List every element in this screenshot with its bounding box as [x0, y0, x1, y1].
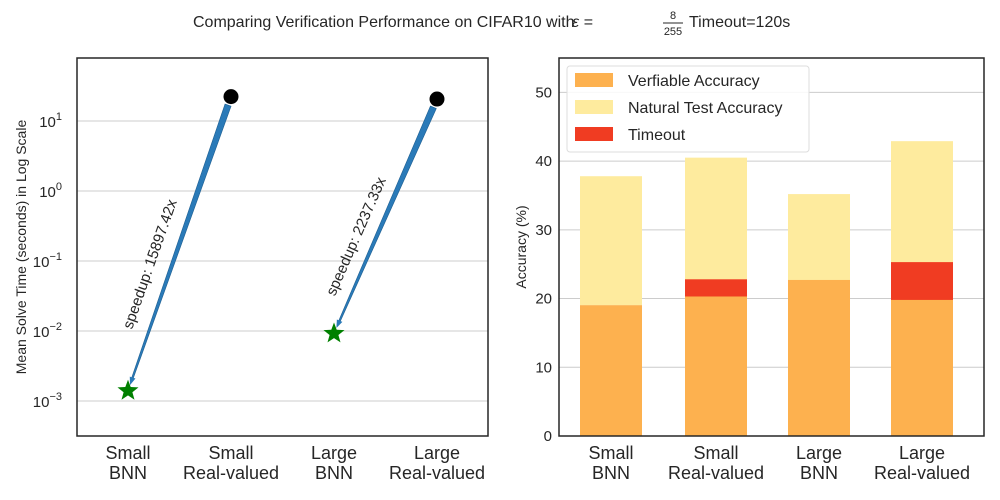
- right-x-tick-label: BNN: [592, 463, 630, 483]
- left-x-tick-label: BNN: [315, 463, 353, 483]
- speedup-arrow: [130, 103, 232, 382]
- right-y-tick-labels: 0 10 20 30 40 50: [535, 84, 552, 445]
- tick-exponent: 0: [56, 181, 62, 193]
- right-y-tick-label: 0: [544, 428, 552, 445]
- left-y-tick-label: 100: [39, 181, 62, 201]
- left-y-tick-label: 10−3: [33, 391, 62, 411]
- left-y-tick-label: 10−2: [33, 321, 62, 341]
- legend-label: Natural Test Accuracy: [628, 100, 782, 117]
- right-x-tick-labels: SmallBNNSmallReal-valuedLargeBNNLargeRea…: [588, 443, 970, 483]
- left-y-axis-label: Mean Solve Time (seconds) in Log Scale: [13, 120, 29, 375]
- right-x-tick-label: Real-valued: [668, 463, 764, 483]
- figure-title: Comparing Verification Performance on CI…: [193, 10, 790, 38]
- tick-base: 10: [33, 394, 50, 411]
- verfiable-accuracybar: [580, 305, 642, 436]
- right-x-tick-label: Large: [899, 443, 945, 463]
- right-y-tick-label: 40: [535, 153, 552, 170]
- tick-base: 10: [39, 184, 56, 201]
- right-x-tick-label: Real-valued: [874, 463, 970, 483]
- left-x-tick-label: Real-valued: [183, 463, 279, 483]
- tick-base: 10: [33, 324, 50, 341]
- tick-exponent: 1: [56, 111, 62, 123]
- bnn-star-point: [323, 322, 345, 343]
- left-y-tick-label: 10−1: [33, 251, 62, 271]
- left-gridlines: [77, 120, 488, 402]
- left-y-tick-label: 101: [39, 111, 62, 131]
- left-x-tick-label: Real-valued: [389, 463, 485, 483]
- solve-time-points: [117, 89, 445, 400]
- tick-base: 10: [39, 114, 56, 131]
- right-y-tick-label: 20: [535, 291, 552, 308]
- verfiable-accuracybar: [685, 296, 747, 436]
- tick-exponent: −2: [49, 321, 62, 333]
- verfiable-accuracybar: [788, 279, 850, 436]
- real-valued-point: [429, 91, 445, 107]
- tick-exponent: −1: [49, 251, 62, 263]
- title-suffix: Timeout=120s: [689, 14, 790, 31]
- real-valued-point: [223, 89, 239, 105]
- title-prefix: Comparing Verification Performance on CI…: [193, 14, 575, 31]
- legend-swatch: [575, 127, 613, 141]
- tick-base: 10: [33, 254, 50, 271]
- legend: Verfiable Accuracy Natural Test Accuracy T…: [566, 65, 810, 153]
- left-x-tick-labels: SmallBNNSmallReal-valuedLargeBNNLargeRea…: [105, 443, 485, 483]
- legend-label: Timeout: [628, 127, 686, 144]
- left-axes-frame: [76, 57, 489, 437]
- title-frac-denominator: 255: [664, 26, 682, 38]
- speedup-arrowhead: [336, 319, 343, 329]
- legend-swatch: [575, 100, 613, 114]
- verfiable-accuracybar: [891, 299, 953, 436]
- right-y-axis-label: Accuracy (%): [513, 205, 529, 288]
- right-x-tick-label: Large: [796, 443, 842, 463]
- speedup-arrowhead: [129, 376, 136, 386]
- right-x-tick-label: Small: [693, 443, 738, 463]
- left-x-tick-label: Large: [311, 443, 357, 463]
- right-y-tick-label: 50: [535, 84, 552, 101]
- right-y-tick-label: 30: [535, 222, 552, 239]
- right-axes-frame: [558, 57, 985, 437]
- speedup-arrows: speedup: 15897.42x speedup: 2237.33x: [120, 103, 437, 386]
- left-x-tick-label: Small: [208, 443, 253, 463]
- speedup-arrow: [336, 105, 437, 326]
- left-x-tick-label: Small: [105, 443, 150, 463]
- title-frac-numerator: 8: [670, 10, 676, 22]
- left-x-tick-label: BNN: [109, 463, 147, 483]
- bnn-star-point: [117, 379, 139, 400]
- tick-exponent: −3: [49, 391, 62, 403]
- right-x-tick-label: Small: [588, 443, 633, 463]
- title-epsilon: ε =: [572, 14, 593, 31]
- legend-box: [566, 65, 810, 153]
- right-x-tick-label: BNN: [800, 463, 838, 483]
- legend-label: Verfiable Accuracy: [628, 73, 760, 90]
- accuracy-bars: [580, 141, 953, 436]
- legend-swatch: [575, 73, 613, 87]
- right-y-tick-label: 10: [535, 359, 552, 376]
- left-x-tick-label: Large: [414, 443, 460, 463]
